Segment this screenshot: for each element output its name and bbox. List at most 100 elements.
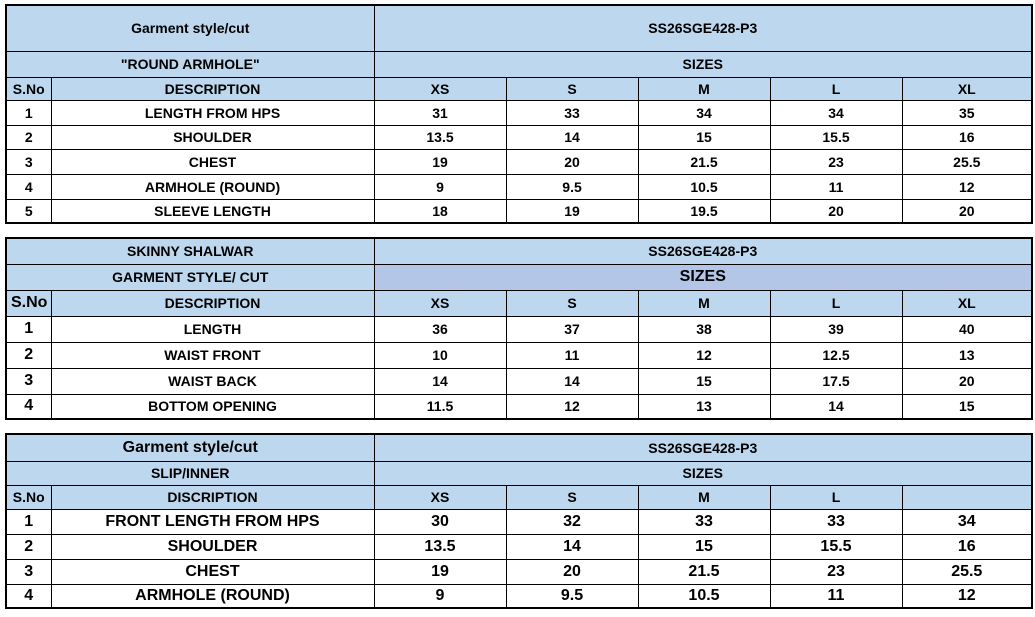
serial-number: 2: [5, 124, 52, 150]
description: LENGTH: [50, 315, 375, 343]
measurement: 30: [373, 508, 507, 535]
description: FRONT LENGTH FROM HPS: [50, 508, 375, 535]
serial-number: 4: [5, 393, 52, 420]
header-left: SKINNY SHALWAR: [5, 237, 375, 265]
measurement: 14: [505, 367, 639, 395]
measurement: 13.5: [373, 533, 507, 560]
measurement: 25.5: [901, 558, 1033, 585]
description: CHEST: [50, 558, 375, 585]
measurement: 13.5: [373, 124, 507, 150]
measurement: 34: [901, 508, 1033, 535]
measurement: 33: [505, 99, 639, 126]
subheader-left: GARMENT STYLE/ CUT: [5, 263, 375, 291]
measurement: 35: [901, 99, 1033, 126]
measurement: 39: [769, 315, 903, 343]
column-header: M: [637, 76, 771, 101]
serial-number: 1: [5, 315, 52, 343]
measurement: 13: [637, 393, 771, 420]
column-header: [901, 484, 1033, 510]
measurement: 34: [637, 99, 771, 126]
serial-number: 4: [5, 173, 52, 200]
column-header: S: [505, 76, 639, 101]
measurement: 34: [769, 99, 903, 126]
measurement: 37: [505, 315, 639, 343]
measurement: 21.5: [637, 148, 771, 175]
measurement: 17.5: [769, 367, 903, 395]
description: WAIST BACK: [50, 367, 375, 395]
measurement: 20: [505, 148, 639, 175]
measurement: 12: [901, 583, 1033, 609]
header-right: SS26SGE428-P3: [373, 237, 1033, 265]
measurement: 36: [373, 315, 507, 343]
measurement: 25.5: [901, 148, 1033, 175]
measurement: 19: [505, 198, 639, 224]
column-header: XL: [901, 76, 1033, 101]
serial-number: 2: [5, 533, 52, 560]
measurement: 20: [901, 198, 1033, 224]
column-header: XS: [373, 484, 507, 510]
size-table: Garment style/cut SS26SGE428-P3 "ROUND ARM…: [5, 4, 1034, 224]
measurement: 20: [901, 367, 1033, 395]
measurement: 33: [637, 508, 771, 535]
measurement: 11: [769, 583, 903, 609]
measurement: 11: [769, 173, 903, 200]
column-header: XS: [373, 76, 507, 101]
measurement: 19: [373, 558, 507, 585]
serial-number: 1: [5, 508, 52, 535]
measurement: 14: [505, 533, 639, 560]
column-header: XS: [373, 289, 507, 317]
measurement: 16: [901, 124, 1033, 150]
measurement: 12: [637, 341, 771, 369]
measurement: 15: [901, 393, 1033, 420]
column-header: DESCRIPTION: [50, 289, 375, 317]
measurement: 9: [373, 583, 507, 609]
column-header: DESCRIPTION: [50, 76, 375, 101]
description: LENGTH FROM HPS: [50, 99, 375, 126]
column-header: L: [769, 289, 903, 317]
column-header: XL: [901, 289, 1033, 317]
measurement: 14: [505, 124, 639, 150]
measurement: 19.5: [637, 198, 771, 224]
measurement: 10.5: [637, 583, 771, 609]
size-table: Garment style/cut SS26SGE428-P3 SLIP/INNER…: [5, 433, 1034, 609]
measurement: 23: [769, 148, 903, 175]
serial-number: 5: [5, 198, 52, 224]
measurement: 16: [901, 533, 1033, 560]
subheader-right: SIZES: [373, 50, 1033, 78]
measurement: 10: [373, 341, 507, 369]
column-header: S: [505, 484, 639, 510]
column-header: S.No: [5, 76, 52, 101]
column-header: DISCRIPTION: [50, 484, 375, 510]
measurement: 12.5: [769, 341, 903, 369]
header-right: SS26SGE428-P3: [373, 433, 1033, 462]
serial-number: 4: [5, 583, 52, 609]
subheader-left: "ROUND ARMHOLE": [5, 50, 375, 78]
measurement: 13: [901, 341, 1033, 369]
header-left: Garment style/cut: [5, 433, 375, 462]
serial-number: 3: [5, 558, 52, 585]
column-header: M: [637, 289, 771, 317]
measurement: 21.5: [637, 558, 771, 585]
description: WAIST FRONT: [50, 341, 375, 369]
measurement: 12: [505, 393, 639, 420]
column-header: L: [769, 484, 903, 510]
column-header: M: [637, 484, 771, 510]
description: CHEST: [50, 148, 375, 175]
measurement: 9: [373, 173, 507, 200]
subheader-right: SIZES: [373, 263, 1033, 291]
measurement: 20: [769, 198, 903, 224]
description: ARMHOLE (ROUND): [50, 173, 375, 200]
measurement: 23: [769, 558, 903, 585]
measurement: 32: [505, 508, 639, 535]
measurement: 9.5: [505, 173, 639, 200]
measurement: 12: [901, 173, 1033, 200]
measurement: 10.5: [637, 173, 771, 200]
header-right: SS26SGE428-P3: [373, 4, 1033, 52]
description: BOTTOM OPENING: [50, 393, 375, 420]
measurement: 14: [769, 393, 903, 420]
measurement: 11: [505, 341, 639, 369]
serial-number: 3: [5, 148, 52, 175]
serial-number: 1: [5, 99, 52, 126]
measurement: 15: [637, 124, 771, 150]
